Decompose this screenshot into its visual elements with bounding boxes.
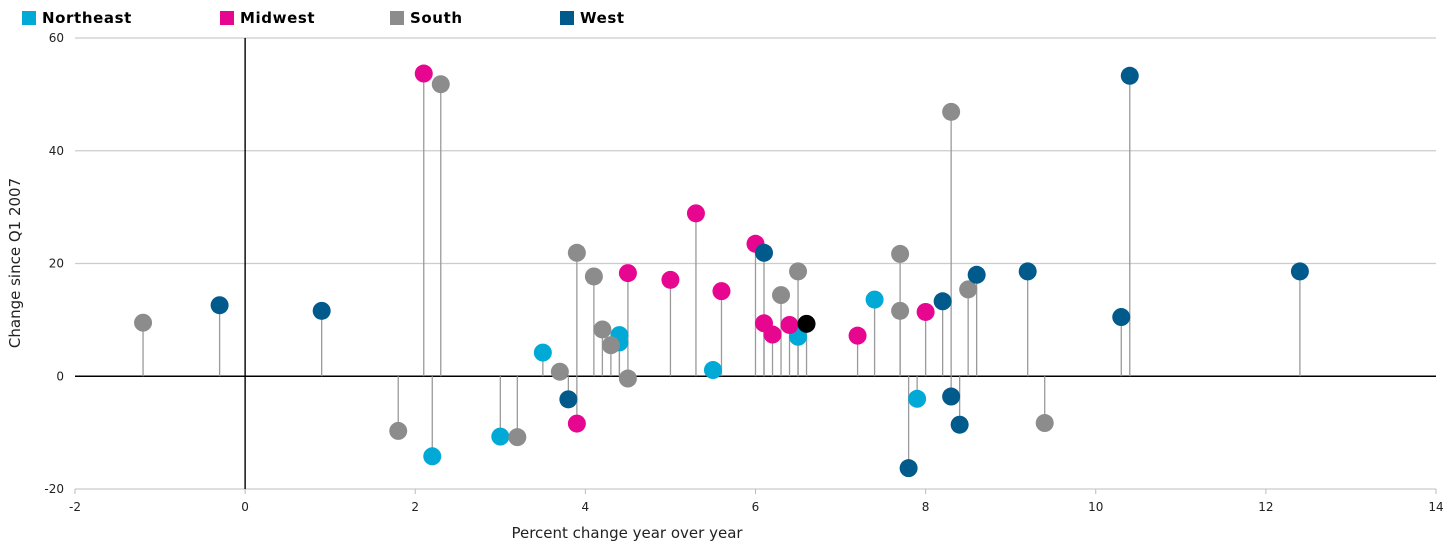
data-point-midwest [780,315,799,334]
data-point-south [567,243,586,262]
x-axis-title: Percent change year over year [511,524,743,542]
x-tick-label: 12 [1258,500,1273,514]
legend-item-midwest: Midwest [220,9,315,27]
data-point-northeast [533,343,552,362]
data-point-south [891,301,910,320]
legend-swatch [220,11,234,25]
x-tick-label: -2 [69,500,81,514]
data-point-south [891,244,910,263]
data-point-northeast [865,290,884,309]
legend-swatch [390,11,404,25]
legend-item-northeast: Northeast [22,9,132,27]
y-tick-label: -20 [44,482,64,496]
data-point-midwest [686,204,705,223]
data-point-south [772,286,791,305]
data-point-south [584,267,603,286]
data-point-midwest [916,302,935,321]
legend-item-south: South [390,9,463,27]
data-point-midwest [763,325,782,344]
data-point-south [431,75,450,94]
data-point-south [959,280,978,299]
data-point-midwest [661,270,680,289]
y-axis-title: Change since Q1 2007 [6,178,24,348]
legend-swatch [22,11,36,25]
data-point-west [942,387,961,406]
data-point-west [1112,308,1131,327]
data-point-midwest [618,264,637,283]
data-point-west [1120,66,1139,85]
data-point-midwest [414,64,433,83]
data-point-northeast [703,361,722,380]
data-point-west [1018,262,1037,281]
y-tick-label: 0 [56,369,64,383]
data-point-south [550,362,569,381]
x-tick-label: 14 [1428,500,1443,514]
x-tick-label: 4 [582,500,590,514]
y-tick-label: 20 [49,257,64,271]
x-tick-label: 2 [411,500,419,514]
data-point-south [789,262,808,281]
y-tick-label: 40 [49,144,64,158]
data-point-south [1035,414,1054,433]
data-point-west [950,415,969,434]
data-point-west [210,296,229,315]
data-points [134,64,1309,478]
data-point-northeast [423,447,442,466]
legend-swatch [560,11,574,25]
data-point-west [755,243,774,262]
data-point-south [942,102,961,121]
data-point-south [508,428,527,447]
y-tick-label: 60 [49,31,64,45]
data-point-south [389,421,408,440]
data-point-south [618,369,637,388]
data-point-south [601,336,620,355]
x-tick-label: 6 [752,500,760,514]
data-point-south [593,320,612,339]
legend-label: South [410,9,463,27]
stems [142,73,1301,469]
data-point-west [967,265,986,284]
data-point-west [312,301,331,320]
x-tick-label: 8 [922,500,930,514]
data-point-west [933,292,952,311]
x-tick-label: 10 [1088,500,1103,514]
data-point-midwest [567,414,586,433]
data-point-midwest [848,326,867,345]
data-point-northeast [908,389,927,408]
legend-item-west: West [560,9,625,27]
legend-label: West [580,9,625,27]
data-point-west [1290,262,1309,281]
x-tick-label: 0 [241,500,249,514]
data-point-south [134,313,153,332]
data-point-west [559,390,578,409]
legend-label: Northeast [42,9,132,27]
data-point-highlight [797,314,816,333]
data-point-northeast [491,427,510,446]
data-point-west [899,459,918,478]
legend-label: Midwest [240,9,316,27]
data-point-midwest [712,282,731,301]
